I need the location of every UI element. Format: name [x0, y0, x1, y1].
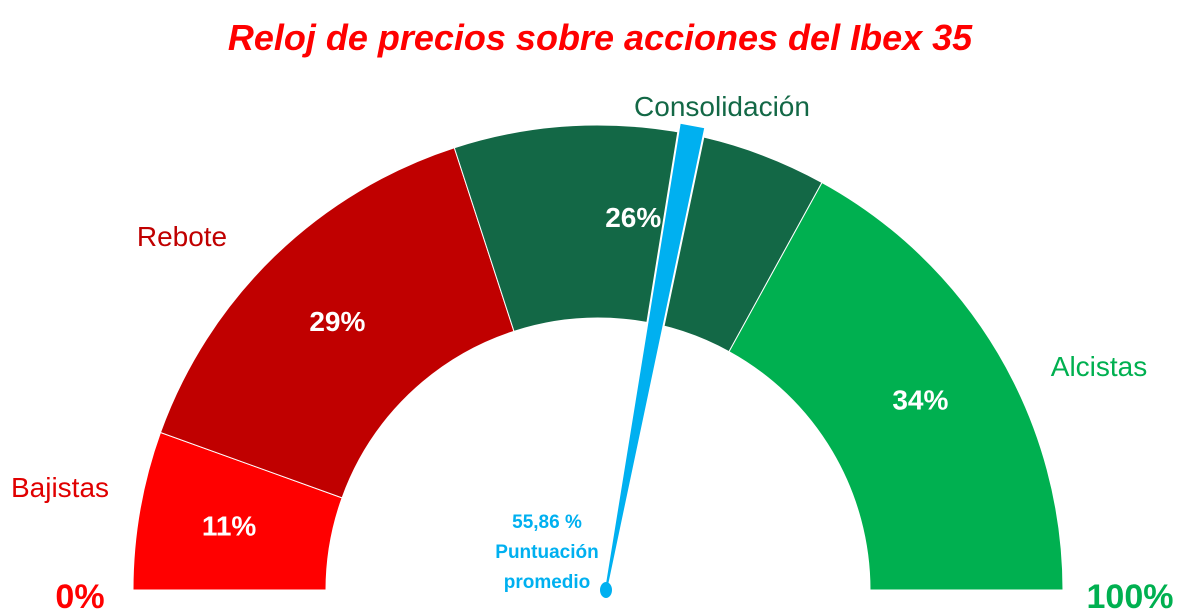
gauge-segment-rebote	[159, 147, 515, 499]
gauge-arc: 11% 29% 26% 34%	[132, 124, 1064, 591]
segment-value-label-bajistas: 11%	[202, 511, 257, 542]
max-label: 100%	[1087, 578, 1174, 614]
needle-value-label: 55,86 %	[512, 512, 582, 533]
gauge-needle-group	[600, 121, 707, 598]
category-label-consolidacion: Consolidación	[634, 91, 810, 122]
gauge-segment-alcistas	[728, 181, 1064, 591]
gauge-needle-pivot	[600, 582, 612, 598]
segment-value-label-alcistas: 34%	[892, 384, 948, 415]
segment-value-label-consolidacion: 26%	[605, 202, 661, 233]
chart-title: Reloj de precios sobre acciones del Ibex…	[228, 17, 973, 58]
min-label: 0%	[55, 578, 104, 614]
category-label-bajistas: Bajistas	[11, 472, 109, 503]
gauge-labels: Reloj de precios sobre acciones del Ibex…	[11, 17, 1174, 614]
needle-caption-line2: promedio	[504, 572, 591, 593]
segment-value-label-rebote: 29%	[309, 306, 365, 337]
category-label-rebote: Rebote	[137, 221, 227, 252]
needle-caption-line1: Puntuación	[495, 542, 598, 563]
gauge-segment-consolidacion	[453, 124, 823, 353]
category-label-alcistas: Alcistas	[1051, 351, 1147, 382]
